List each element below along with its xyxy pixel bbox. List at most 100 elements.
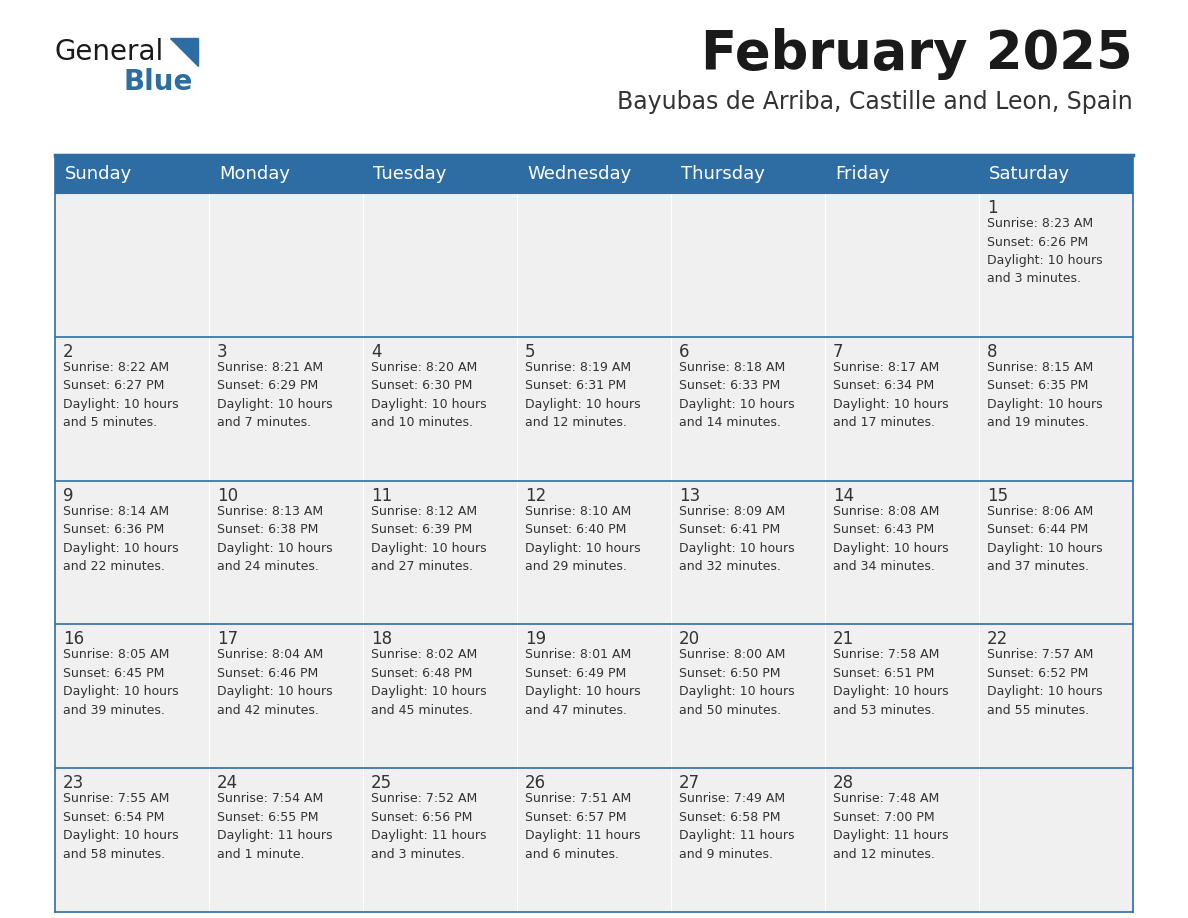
Text: Sunrise: 8:14 AM
Sunset: 6:36 PM
Daylight: 10 hours
and 22 minutes.: Sunrise: 8:14 AM Sunset: 6:36 PM Dayligh…	[63, 505, 178, 573]
Bar	[55, 768, 209, 912]
Text: Sunrise: 7:58 AM
Sunset: 6:51 PM
Daylight: 10 hours
and 53 minutes.: Sunrise: 7:58 AM Sunset: 6:51 PM Dayligh…	[833, 648, 949, 717]
Text: Sunrise: 7:48 AM
Sunset: 7:00 PM
Daylight: 11 hours
and 12 minutes.: Sunrise: 7:48 AM Sunset: 7:00 PM Dayligh…	[833, 792, 948, 861]
Text: 23: 23	[63, 774, 84, 792]
Text: 1: 1	[987, 199, 998, 217]
Bar	[671, 624, 824, 768]
Text: 22: 22	[987, 631, 1009, 648]
Bar	[364, 193, 517, 337]
Text: Thursday: Thursday	[681, 165, 765, 183]
Text: 4: 4	[371, 342, 381, 361]
Text: Monday: Monday	[219, 165, 290, 183]
Bar	[824, 481, 979, 624]
Text: 19: 19	[525, 631, 546, 648]
Bar	[364, 768, 517, 912]
Text: Sunrise: 7:54 AM
Sunset: 6:55 PM
Daylight: 11 hours
and 1 minute.: Sunrise: 7:54 AM Sunset: 6:55 PM Dayligh…	[217, 792, 333, 861]
Bar	[824, 768, 979, 912]
Text: Sunday: Sunday	[65, 165, 132, 183]
Text: Sunrise: 7:49 AM
Sunset: 6:58 PM
Daylight: 11 hours
and 9 minutes.: Sunrise: 7:49 AM Sunset: 6:58 PM Dayligh…	[680, 792, 795, 861]
Bar	[824, 624, 979, 768]
Bar	[517, 768, 671, 912]
Text: Sunrise: 7:52 AM
Sunset: 6:56 PM
Daylight: 11 hours
and 3 minutes.: Sunrise: 7:52 AM Sunset: 6:56 PM Dayligh…	[371, 792, 487, 861]
Text: 15: 15	[987, 487, 1009, 505]
Bar	[209, 481, 364, 624]
Bar	[55, 193, 209, 337]
Text: Sunrise: 8:21 AM
Sunset: 6:29 PM
Daylight: 10 hours
and 7 minutes.: Sunrise: 8:21 AM Sunset: 6:29 PM Dayligh…	[217, 361, 333, 430]
Polygon shape	[170, 38, 198, 66]
Text: Sunrise: 7:51 AM
Sunset: 6:57 PM
Daylight: 11 hours
and 6 minutes.: Sunrise: 7:51 AM Sunset: 6:57 PM Dayligh…	[525, 792, 640, 861]
Text: 18: 18	[371, 631, 392, 648]
Text: Wednesday: Wednesday	[527, 165, 631, 183]
Text: Sunrise: 8:22 AM
Sunset: 6:27 PM
Daylight: 10 hours
and 5 minutes.: Sunrise: 8:22 AM Sunset: 6:27 PM Dayligh…	[63, 361, 178, 430]
Bar	[517, 337, 671, 481]
Bar	[979, 337, 1133, 481]
Bar	[364, 337, 517, 481]
Text: Friday: Friday	[835, 165, 890, 183]
Text: Sunrise: 8:00 AM
Sunset: 6:50 PM
Daylight: 10 hours
and 50 minutes.: Sunrise: 8:00 AM Sunset: 6:50 PM Dayligh…	[680, 648, 795, 717]
Text: Sunrise: 7:57 AM
Sunset: 6:52 PM
Daylight: 10 hours
and 55 minutes.: Sunrise: 7:57 AM Sunset: 6:52 PM Dayligh…	[987, 648, 1102, 717]
Text: Sunrise: 8:19 AM
Sunset: 6:31 PM
Daylight: 10 hours
and 12 minutes.: Sunrise: 8:19 AM Sunset: 6:31 PM Dayligh…	[525, 361, 640, 430]
Text: 10: 10	[217, 487, 238, 505]
Bar	[55, 337, 209, 481]
Bar	[979, 193, 1133, 337]
Bar	[517, 193, 671, 337]
Text: Sunrise: 8:06 AM
Sunset: 6:44 PM
Daylight: 10 hours
and 37 minutes.: Sunrise: 8:06 AM Sunset: 6:44 PM Dayligh…	[987, 505, 1102, 573]
Text: Sunrise: 8:17 AM
Sunset: 6:34 PM
Daylight: 10 hours
and 17 minutes.: Sunrise: 8:17 AM Sunset: 6:34 PM Dayligh…	[833, 361, 949, 430]
Bar	[209, 337, 364, 481]
Text: February 2025: February 2025	[701, 28, 1133, 80]
Text: 25: 25	[371, 774, 392, 792]
Text: Sunrise: 8:08 AM
Sunset: 6:43 PM
Daylight: 10 hours
and 34 minutes.: Sunrise: 8:08 AM Sunset: 6:43 PM Dayligh…	[833, 505, 949, 573]
Bar	[55, 155, 1133, 193]
Text: Sunrise: 8:01 AM
Sunset: 6:49 PM
Daylight: 10 hours
and 47 minutes.: Sunrise: 8:01 AM Sunset: 6:49 PM Dayligh…	[525, 648, 640, 717]
Text: 24: 24	[217, 774, 238, 792]
Text: 17: 17	[217, 631, 238, 648]
Bar	[824, 337, 979, 481]
Bar	[671, 768, 824, 912]
Text: Saturday: Saturday	[988, 165, 1070, 183]
Text: 20: 20	[680, 631, 700, 648]
Text: 14: 14	[833, 487, 854, 505]
Text: Sunrise: 8:23 AM
Sunset: 6:26 PM
Daylight: 10 hours
and 3 minutes.: Sunrise: 8:23 AM Sunset: 6:26 PM Dayligh…	[987, 217, 1102, 285]
Text: 2: 2	[63, 342, 74, 361]
Bar	[671, 481, 824, 624]
Text: Sunrise: 8:20 AM
Sunset: 6:30 PM
Daylight: 10 hours
and 10 minutes.: Sunrise: 8:20 AM Sunset: 6:30 PM Dayligh…	[371, 361, 487, 430]
Bar	[671, 193, 824, 337]
Text: Tuesday: Tuesday	[373, 165, 447, 183]
Bar	[671, 337, 824, 481]
Bar	[979, 624, 1133, 768]
Text: General: General	[55, 38, 164, 66]
Text: Sunrise: 7:55 AM
Sunset: 6:54 PM
Daylight: 10 hours
and 58 minutes.: Sunrise: 7:55 AM Sunset: 6:54 PM Dayligh…	[63, 792, 178, 861]
Text: Sunrise: 8:15 AM
Sunset: 6:35 PM
Daylight: 10 hours
and 19 minutes.: Sunrise: 8:15 AM Sunset: 6:35 PM Dayligh…	[987, 361, 1102, 430]
Bar	[209, 624, 364, 768]
Text: Sunrise: 8:02 AM
Sunset: 6:48 PM
Daylight: 10 hours
and 45 minutes.: Sunrise: 8:02 AM Sunset: 6:48 PM Dayligh…	[371, 648, 487, 717]
Bar	[979, 481, 1133, 624]
Bar	[979, 768, 1133, 912]
Text: 6: 6	[680, 342, 689, 361]
Text: 21: 21	[833, 631, 854, 648]
Text: 11: 11	[371, 487, 392, 505]
Bar	[55, 624, 209, 768]
Text: 16: 16	[63, 631, 84, 648]
Text: 8: 8	[987, 342, 998, 361]
Bar	[824, 193, 979, 337]
Bar	[209, 193, 364, 337]
Text: Sunrise: 8:13 AM
Sunset: 6:38 PM
Daylight: 10 hours
and 24 minutes.: Sunrise: 8:13 AM Sunset: 6:38 PM Dayligh…	[217, 505, 333, 573]
Text: Sunrise: 8:10 AM
Sunset: 6:40 PM
Daylight: 10 hours
and 29 minutes.: Sunrise: 8:10 AM Sunset: 6:40 PM Dayligh…	[525, 505, 640, 573]
Text: Sunrise: 8:18 AM
Sunset: 6:33 PM
Daylight: 10 hours
and 14 minutes.: Sunrise: 8:18 AM Sunset: 6:33 PM Dayligh…	[680, 361, 795, 430]
Bar	[517, 481, 671, 624]
Bar	[209, 768, 364, 912]
Text: 13: 13	[680, 487, 700, 505]
Text: 9: 9	[63, 487, 74, 505]
Text: 26: 26	[525, 774, 546, 792]
Bar	[364, 624, 517, 768]
Text: 5: 5	[525, 342, 536, 361]
Bar	[517, 624, 671, 768]
Bar	[55, 481, 209, 624]
Text: Sunrise: 8:05 AM
Sunset: 6:45 PM
Daylight: 10 hours
and 39 minutes.: Sunrise: 8:05 AM Sunset: 6:45 PM Dayligh…	[63, 648, 178, 717]
Bar	[364, 481, 517, 624]
Text: Sunrise: 8:09 AM
Sunset: 6:41 PM
Daylight: 10 hours
and 32 minutes.: Sunrise: 8:09 AM Sunset: 6:41 PM Dayligh…	[680, 505, 795, 573]
Text: Blue: Blue	[124, 68, 192, 96]
Text: 3: 3	[217, 342, 228, 361]
Text: 28: 28	[833, 774, 854, 792]
Text: 7: 7	[833, 342, 843, 361]
Text: Sunrise: 8:12 AM
Sunset: 6:39 PM
Daylight: 10 hours
and 27 minutes.: Sunrise: 8:12 AM Sunset: 6:39 PM Dayligh…	[371, 505, 487, 573]
